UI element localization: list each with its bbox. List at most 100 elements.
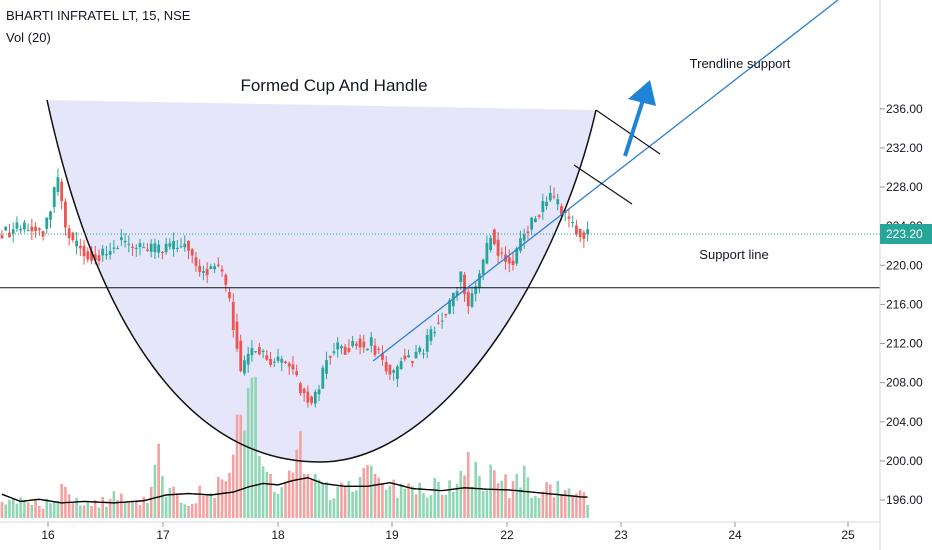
candle-body <box>433 332 437 334</box>
breakout-arrow-head <box>628 80 656 106</box>
volume-bar <box>455 483 459 518</box>
volume-bar <box>519 487 522 518</box>
candle-body <box>276 356 280 361</box>
candle-body <box>86 251 90 260</box>
volume-bar <box>116 500 119 518</box>
volume-bar <box>101 496 105 518</box>
volume-bar <box>310 480 313 518</box>
candle-body <box>280 358 284 363</box>
candle-body <box>11 229 15 234</box>
volume-bar <box>448 480 451 518</box>
candle-body <box>560 206 563 215</box>
candle-body <box>60 181 64 202</box>
volume-bar <box>183 504 187 518</box>
volume-bar <box>149 486 153 518</box>
volume-bar <box>19 497 22 518</box>
volume-bar <box>578 490 582 518</box>
candle-body <box>541 201 545 213</box>
candle-body <box>34 226 37 231</box>
volume-bar <box>146 502 149 518</box>
last-price-value: 223.20 <box>886 227 923 241</box>
volume-bar <box>377 477 381 518</box>
volume-bar <box>205 494 209 518</box>
candle-body <box>366 348 369 351</box>
volume-bar <box>231 454 235 518</box>
candle-body <box>187 240 190 251</box>
candle-body <box>261 350 265 352</box>
volume-bar <box>79 505 82 518</box>
price-tick-label: 228.00 <box>886 180 923 194</box>
volume-bar <box>11 498 15 518</box>
annotations: Formed Cup And Handle Trendline support … <box>240 56 790 262</box>
volume-bar <box>213 498 216 518</box>
candle-body <box>37 228 41 231</box>
volume-bar <box>493 470 496 518</box>
volume-bar <box>123 501 127 518</box>
volume-bar <box>537 497 541 518</box>
candle-body <box>291 364 295 370</box>
candle-body <box>22 222 26 230</box>
volume-bar <box>250 377 254 518</box>
volume-bar <box>422 493 425 518</box>
price-tick-label: 196.00 <box>886 493 923 507</box>
volume-bar <box>187 506 190 518</box>
candle-body <box>530 217 534 230</box>
candle-body <box>93 254 97 261</box>
candle-body <box>407 355 410 358</box>
volume-bar <box>507 498 511 518</box>
candle-body <box>437 322 440 324</box>
time-tick-label: 17 <box>156 528 170 542</box>
candle-body <box>246 353 250 365</box>
candle-body <box>146 249 149 251</box>
volume-indicator-label[interactable]: Vol (20) <box>6 30 51 45</box>
volume-bar <box>172 486 175 518</box>
volume-bar <box>217 476 220 518</box>
candle-body <box>332 351 336 354</box>
candle-body <box>160 252 164 254</box>
volume-bar <box>299 431 302 518</box>
drawings <box>0 0 880 463</box>
volume-bar <box>384 489 388 518</box>
candle-body <box>422 353 425 355</box>
candle-body <box>235 321 239 349</box>
candle-body <box>71 232 75 241</box>
candle-body <box>511 260 515 266</box>
candle-body <box>26 230 30 232</box>
candle-body <box>459 271 463 283</box>
price-tick-label: 212.00 <box>886 337 923 351</box>
volume-bar <box>272 491 276 518</box>
volume-bar <box>246 387 250 518</box>
volume-bar <box>228 472 231 518</box>
volume-bar <box>67 494 71 518</box>
candle-body <box>302 388 306 394</box>
volume-bar <box>571 495 574 518</box>
volume-bar <box>161 475 164 518</box>
time-tick-label: 18 <box>271 528 285 542</box>
volume-bar <box>444 494 448 518</box>
volume-bar <box>38 505 41 518</box>
candle-body <box>205 268 209 276</box>
candle-body <box>142 247 146 249</box>
volume-bar <box>23 500 26 518</box>
candle-body <box>474 286 478 294</box>
candle-body <box>466 292 470 307</box>
handle-lower-line <box>573 164 633 205</box>
volume-bar <box>0 501 4 518</box>
candle-body <box>507 257 511 264</box>
volume-bar <box>269 473 272 518</box>
volume-bars <box>0 376 589 518</box>
candle-body <box>287 363 291 367</box>
volume-bar <box>280 487 284 518</box>
candle-body <box>463 274 466 295</box>
volume-bar <box>575 493 578 518</box>
candle-body <box>82 245 86 257</box>
candle-body <box>175 247 179 249</box>
volume-bar <box>112 491 116 518</box>
candle-body <box>30 226 34 232</box>
symbol-title: BHARTI INFRATEL LT, 15, NSE <box>6 8 191 23</box>
volume-bar <box>190 503 194 518</box>
candle-body <box>414 351 418 359</box>
candle-body <box>202 271 205 273</box>
volume-bar <box>26 502 30 518</box>
